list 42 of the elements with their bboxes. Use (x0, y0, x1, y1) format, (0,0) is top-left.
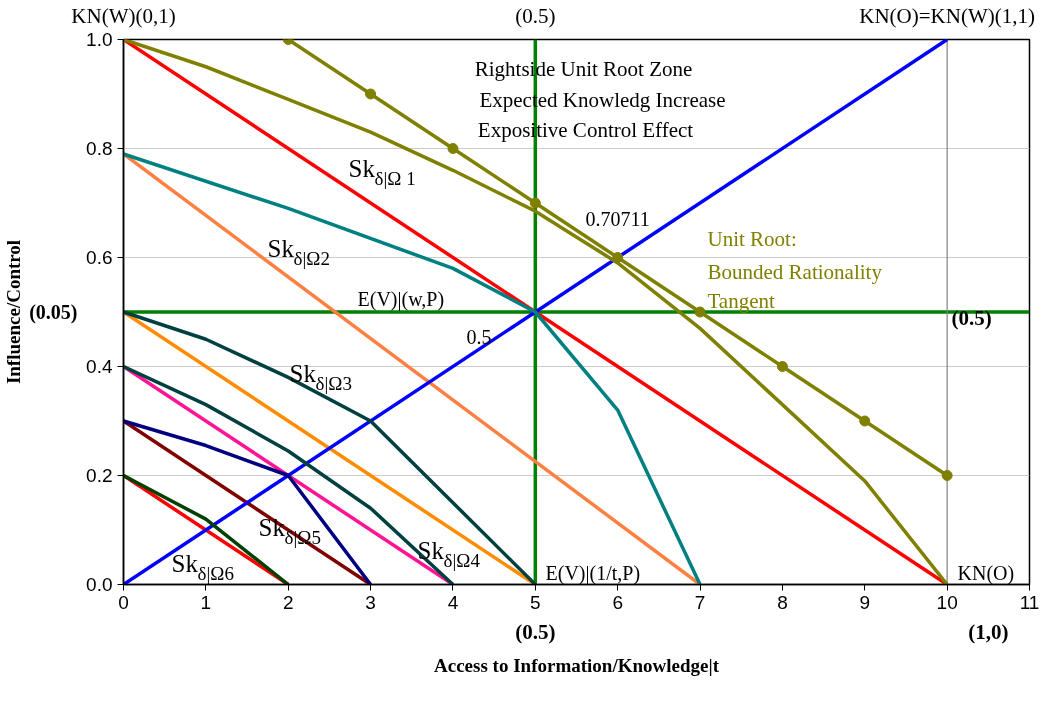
x-tick-label: 11 (1019, 591, 1040, 613)
point (612, 252, 624, 263)
text: (0.05) (29, 301, 78, 324)
text: (1,0) (968, 619, 1009, 644)
text: KN(O)=KN(W)(1,1) (859, 3, 1035, 28)
point (447, 143, 459, 154)
annotation: KN(O) (957, 561, 1015, 585)
point (776, 361, 788, 372)
x-tick-label: 10 (936, 591, 958, 613)
x-tick-label: 6 (612, 591, 623, 613)
annotation: E(V)|(1/t,P) (545, 561, 641, 585)
x-tick-label: 4 (447, 591, 459, 613)
x-tick-label: 2 (282, 591, 294, 613)
y-tick-label: 0.0 (86, 574, 113, 595)
x-tick-label: 5 (530, 591, 541, 613)
text: KN(W)(0,1) (71, 3, 176, 28)
x-tick-label: 7 (694, 591, 706, 613)
annotation: Unit Root: (707, 226, 797, 251)
point (694, 306, 706, 318)
text: (0.5) (515, 619, 556, 644)
point (529, 197, 541, 209)
y-tick-label: 1.0 (86, 29, 113, 50)
y-tick-label: 0.4 (86, 356, 113, 377)
annotation: 0.5 (466, 325, 492, 348)
x-tick-label: 1 (200, 591, 212, 613)
x-axis-title: Access to Information/Knowledge|t (434, 654, 720, 676)
y-axis-title: Influence/Control (3, 239, 25, 385)
annotation: E(V)|(w,P) (357, 287, 445, 311)
y-tick-label: 0.8 (86, 138, 113, 159)
text: (0.5) (515, 3, 556, 28)
y-tick-label: 0.6 (86, 247, 113, 268)
annotation: 0.70711 (585, 207, 650, 230)
x-tick-label: 3 (365, 591, 376, 613)
point (859, 415, 871, 427)
x-tick-label: 8 (777, 591, 788, 613)
y-tick-label: 0.2 (86, 465, 113, 486)
x-tick-label: 9 (859, 591, 871, 613)
point (941, 470, 953, 481)
annotation: Bounded Rationality (707, 259, 883, 284)
point (365, 88, 377, 100)
x-tick-label: 0 (118, 591, 129, 613)
annotation: Tangent (707, 288, 775, 313)
